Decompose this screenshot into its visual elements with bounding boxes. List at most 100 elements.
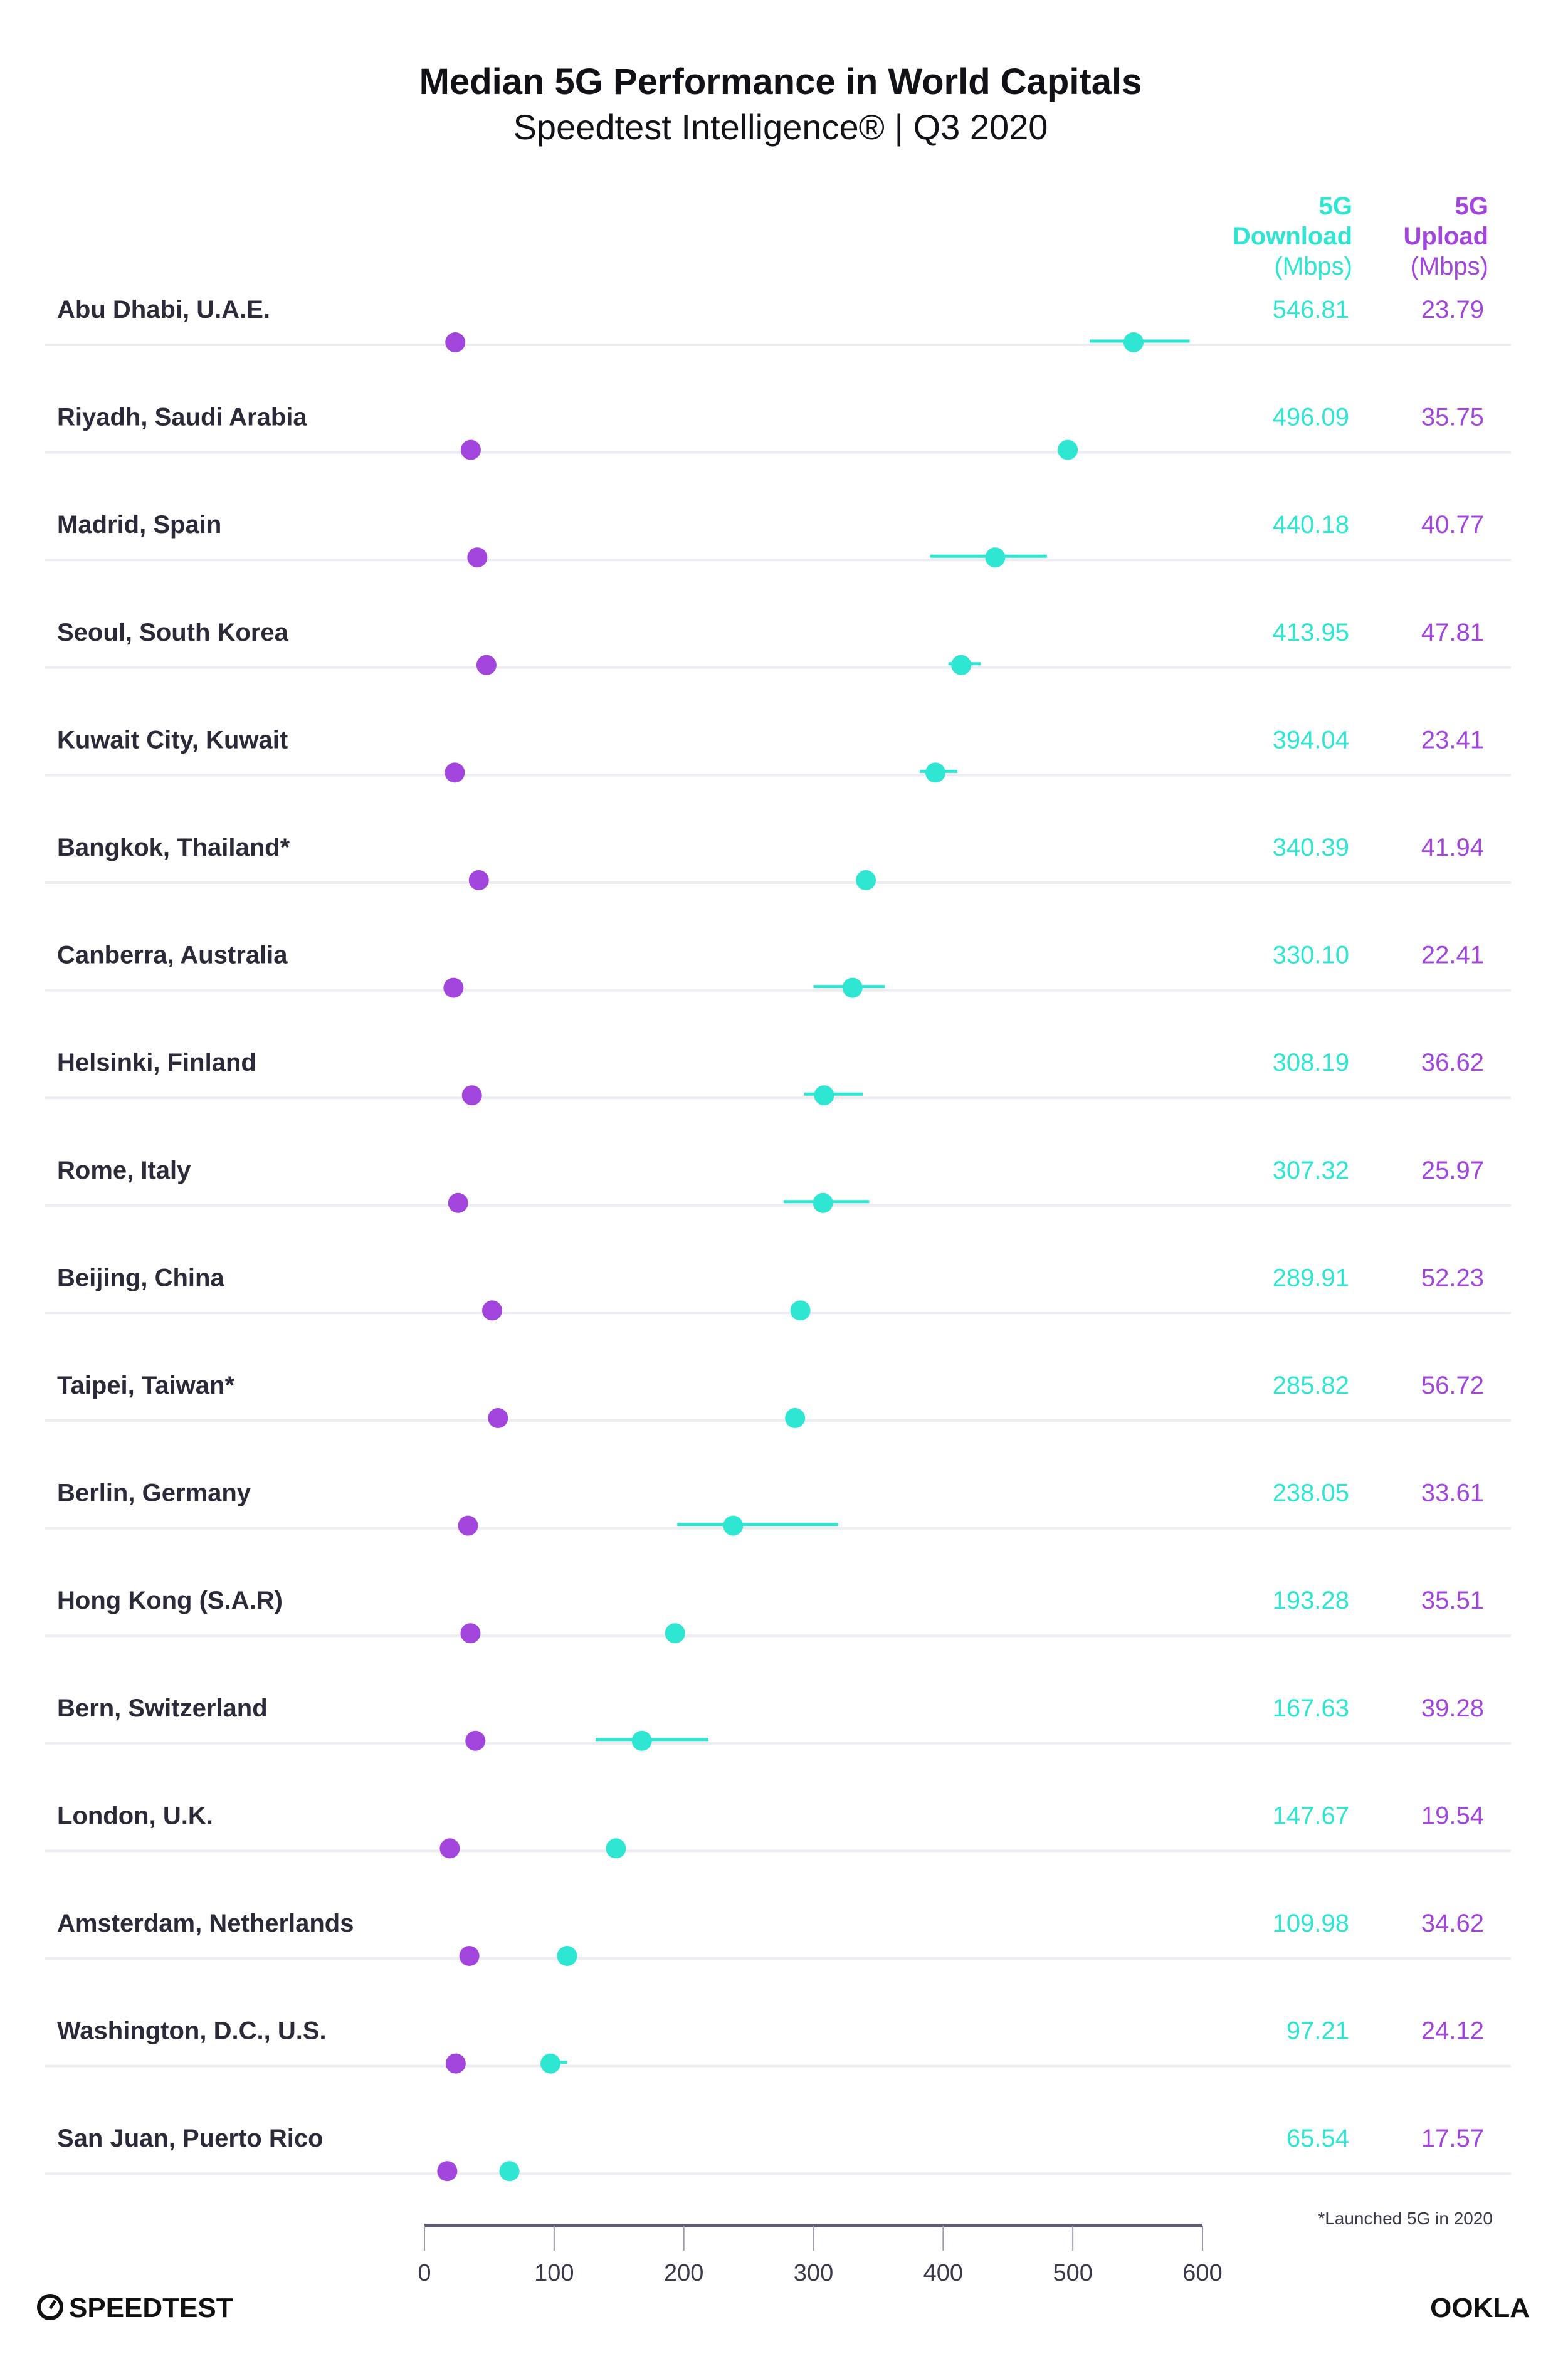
download-dot — [631, 1730, 652, 1751]
row: London, U.K. 147.67 19.54 — [45, 1802, 1511, 1859]
upload-value: 24.12 — [1421, 2017, 1484, 2045]
download-dot — [499, 2161, 520, 2182]
speedtest-wordmark: SPEEDTEST — [69, 2293, 233, 2323]
download-dot — [1123, 332, 1144, 352]
download-value: 308.19 — [1273, 1049, 1349, 1076]
row: Kuwait City, Kuwait 394.04 23.41 — [45, 726, 1511, 783]
download-value: 307.32 — [1273, 1157, 1349, 1184]
upload-dot — [443, 977, 464, 998]
row: Rome, Italy 307.32 25.97 — [45, 1157, 1511, 1213]
download-value: 394.04 — [1273, 726, 1349, 754]
row: Amsterdam, Netherlands 109.98 34.62 — [45, 1910, 1511, 1966]
city-label: Bangkok, Thailand* — [57, 834, 290, 861]
download-value: 238.05 — [1273, 1480, 1349, 1507]
download-value: 167.63 — [1273, 1695, 1349, 1722]
city-label: Abu Dhabi, U.A.E. — [57, 296, 270, 323]
city-label: Kuwait City, Kuwait — [57, 726, 288, 754]
download-dot — [856, 870, 876, 890]
upload-value: 35.51 — [1421, 1587, 1484, 1614]
upload-value: 56.72 — [1421, 1372, 1484, 1399]
row: Abu Dhabi, U.A.E. 546.81 23.79 — [45, 296, 1511, 352]
row: Bangkok, Thailand* 340.39 41.94 — [45, 834, 1511, 890]
download-value: 193.28 — [1273, 1587, 1349, 1614]
upload-dot — [448, 1192, 468, 1213]
upload-dot — [445, 762, 465, 783]
upload-value: 23.41 — [1421, 726, 1484, 754]
download-column-header: 5G Download (Mbps) — [1233, 192, 1352, 280]
upload-value: 34.62 — [1421, 1910, 1484, 1937]
axis-tick-label: 100 — [534, 2260, 574, 2286]
row: Canberra, Australia 330.10 22.41 — [45, 942, 1511, 998]
download-value: 546.81 — [1273, 296, 1349, 323]
download-dot — [665, 1623, 685, 1644]
download-value: 413.95 — [1273, 619, 1349, 646]
download-value: 285.82 — [1273, 1372, 1349, 1399]
upload-value: 36.62 — [1421, 1049, 1484, 1076]
city-label: Berlin, Germany — [57, 1480, 251, 1507]
city-label: Canberra, Australia — [57, 942, 288, 969]
upload-dot — [488, 1408, 508, 1428]
row: San Juan, Puerto Rico 65.54 17.57 — [45, 2125, 1511, 2182]
upload-header-unit: (Mbps) — [1411, 253, 1488, 280]
ookla-logo: OOKLA — [1430, 2293, 1530, 2323]
city-label: Madrid, Spain — [57, 511, 221, 539]
download-dot — [925, 762, 946, 783]
upload-dot — [458, 1515, 478, 1536]
row: Washington, D.C., U.S. 97.21 24.12 — [45, 2017, 1511, 2074]
upload-value: 47.81 — [1421, 619, 1484, 646]
city-label: Helsinki, Finland — [57, 1049, 256, 1076]
upload-dot — [437, 2161, 458, 2182]
axis-tick-label: 400 — [923, 2260, 963, 2286]
download-value: 97.21 — [1286, 2017, 1349, 2045]
chart-title: Median 5G Performance in World Capitals — [419, 61, 1142, 102]
row: Berlin, Germany 238.05 33.61 — [45, 1480, 1511, 1536]
upload-header-line1: 5G — [1455, 192, 1488, 220]
speedtest-logo: SPEEDTEST — [37, 2293, 233, 2323]
axis-tick-label: 300 — [794, 2260, 833, 2286]
download-value: 109.98 — [1273, 1910, 1349, 1937]
axis-tick-label: 0 — [418, 2260, 431, 2286]
upload-value: 19.54 — [1421, 1802, 1484, 1829]
download-value: 496.09 — [1273, 404, 1349, 431]
row: Helsinki, Finland 308.19 36.62 — [45, 1049, 1511, 1106]
city-label: Washington, D.C., U.S. — [57, 2017, 327, 2045]
city-label: Amsterdam, Netherlands — [57, 1910, 354, 1937]
download-value: 340.39 — [1273, 834, 1349, 861]
row: Madrid, Spain 440.18 40.77 — [45, 511, 1511, 568]
speedtest-needle — [48, 2300, 57, 2310]
rows: Abu Dhabi, U.A.E. 546.81 23.79 Riyadh, Saud… — [45, 296, 1511, 2182]
footnote: *Launched 5G in 2020 — [1318, 2209, 1493, 2228]
upload-dot — [468, 870, 489, 890]
chart-subtitle: Speedtest Intelligence® | Q3 2020 — [513, 107, 1048, 147]
upload-dot — [439, 1838, 460, 1859]
upload-dot — [482, 1300, 503, 1321]
row: Beijing, China 289.91 52.23 — [45, 1264, 1511, 1321]
city-label: Beijing, China — [57, 1264, 224, 1291]
download-dot — [723, 1515, 744, 1536]
download-value: 147.67 — [1273, 1802, 1349, 1829]
city-label: Riyadh, Saudi Arabia — [57, 404, 307, 431]
upload-dot — [445, 332, 466, 352]
upload-value: 35.75 — [1421, 404, 1484, 431]
download-dot — [813, 1192, 833, 1213]
upload-value: 25.97 — [1421, 1157, 1484, 1184]
upload-dot — [459, 1946, 480, 1966]
row: Seoul, South Korea 413.95 47.81 — [45, 619, 1511, 675]
download-value: 440.18 — [1273, 511, 1349, 539]
upload-dot — [445, 2053, 466, 2074]
city-label: San Juan, Puerto Rico — [57, 2125, 324, 2152]
x-axis: 0 100 200 300 400 500 600 — [418, 2224, 1223, 2286]
download-dot — [557, 1946, 577, 1966]
row: Bern, Switzerland 167.63 39.28 — [45, 1695, 1511, 1751]
upload-dot — [461, 1085, 482, 1106]
download-value: 65.54 — [1286, 2125, 1349, 2152]
row: Riyadh, Saudi Arabia 496.09 35.75 — [45, 404, 1511, 460]
download-header-line2: Download — [1233, 223, 1352, 250]
upload-value: 22.41 — [1421, 942, 1484, 969]
city-label: London, U.K. — [57, 1802, 213, 1829]
upload-dot — [467, 547, 488, 568]
row: Hong Kong (S.A.R) 193.28 35.51 — [45, 1587, 1511, 1644]
upload-dot — [465, 1730, 486, 1751]
city-label: Hong Kong (S.A.R) — [57, 1587, 283, 1614]
city-label: Taipei, Taiwan* — [57, 1372, 234, 1399]
